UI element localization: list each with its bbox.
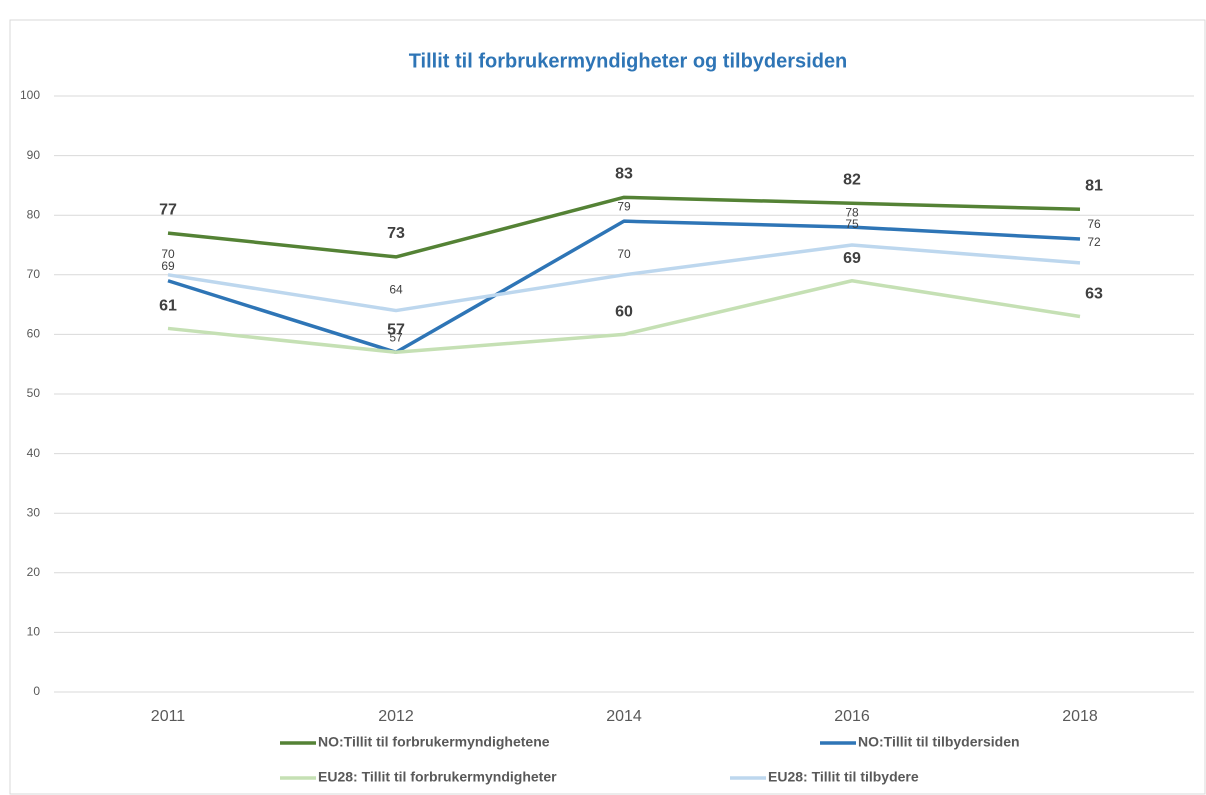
x-tick-label: 2011: [151, 708, 186, 725]
y-tick-label: 40: [27, 446, 41, 460]
data-label: 75: [845, 217, 859, 231]
chart-border: [9, 19, 1206, 795]
y-tick-label: 80: [27, 207, 41, 221]
legend-label: EU28: Tillit til tilbydere: [768, 769, 919, 785]
legend-label: NO:Tillit til forbrukermyndighetene: [318, 734, 550, 750]
y-tick-label: 50: [27, 386, 41, 400]
data-label: 69: [161, 259, 175, 273]
y-tick-label: 20: [27, 565, 41, 579]
data-label: 82: [843, 171, 861, 188]
data-label: 77: [159, 201, 177, 218]
y-tick-label: 0: [33, 684, 40, 698]
x-tick-label: 2018: [1062, 708, 1098, 725]
data-label: 69: [843, 250, 861, 267]
data-label: 70: [617, 247, 631, 261]
series-line: [167, 243, 1081, 313]
series-line: [167, 219, 1081, 355]
y-tick-label: 10: [27, 625, 41, 639]
data-label: 61: [159, 298, 177, 315]
data-label: 60: [615, 304, 633, 321]
y-tick-label: 60: [27, 327, 41, 341]
series-line: [167, 195, 1081, 259]
y-tick-label: 100: [20, 88, 40, 102]
data-label: 79: [617, 199, 631, 213]
data-label: 70: [161, 247, 175, 261]
series-line: [167, 279, 1081, 355]
data-label: 73: [387, 225, 405, 242]
x-tick-label: 2014: [606, 708, 642, 725]
legend-label: EU28: Tillit til forbrukermyndigheter: [318, 769, 557, 785]
chart-title: Tillit til forbrukermyndigheter og tilby…: [409, 50, 848, 72]
data-label: 78: [845, 205, 859, 219]
data-label: 57: [387, 321, 405, 338]
data-label: 76: [1087, 217, 1101, 231]
data-label: 83: [615, 166, 633, 183]
data-label: 63: [1085, 286, 1103, 303]
y-tick-label: 70: [27, 267, 41, 281]
data-label: 64: [389, 283, 403, 297]
data-label: 57: [389, 330, 403, 344]
y-tick-label: 30: [27, 505, 41, 519]
x-tick-label: 2016: [834, 708, 870, 725]
legend-label: NO:Tillit til tilbydersiden: [858, 734, 1020, 750]
x-tick-label: 2012: [378, 708, 414, 725]
data-label: 72: [1087, 235, 1101, 249]
data-label: 81: [1085, 177, 1103, 194]
y-tick-label: 90: [27, 148, 41, 162]
